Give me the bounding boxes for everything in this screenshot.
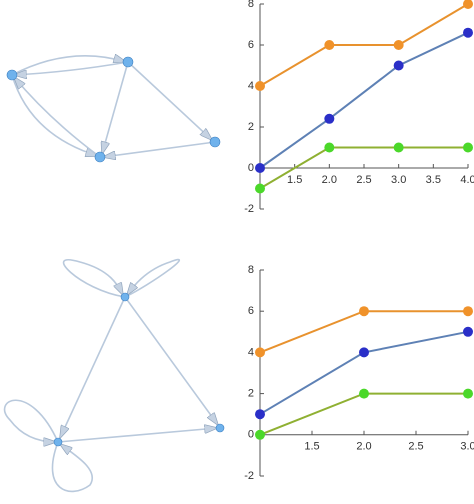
y-tick-label: -2 — [244, 203, 254, 215]
x-tick-label: 3.0 — [391, 174, 406, 186]
point — [359, 306, 369, 317]
x-tick-label: 1.5 — [287, 174, 302, 186]
x-tick-label: 1.5 — [304, 441, 319, 453]
x-tick-label: 2.0 — [322, 174, 337, 186]
point — [393, 142, 404, 153]
edge — [14, 61, 129, 75]
point — [393, 60, 404, 71]
point — [359, 388, 369, 399]
x-tick-label: 4.0 — [460, 174, 474, 186]
series-line — [259, 330, 469, 416]
x-tick-label: 2.0 — [356, 441, 371, 453]
graph-diagram-2 — [3, 258, 225, 493]
edge — [124, 296, 218, 425]
point — [255, 183, 265, 194]
point — [393, 40, 404, 50]
y-tick-label: 2 — [248, 121, 254, 133]
self-loop — [63, 259, 126, 298]
y-tick-label: 6 — [248, 305, 254, 317]
edge — [102, 61, 129, 154]
x-tick-label: 3.5 — [426, 174, 441, 186]
point — [463, 142, 473, 153]
point — [359, 347, 369, 358]
series-line — [259, 392, 468, 436]
node — [215, 423, 225, 433]
y-tick-label: 0 — [248, 429, 254, 441]
y-tick-label: -2 — [244, 470, 254, 482]
edge — [11, 74, 98, 156]
x-tick-label: 2.5 — [408, 441, 423, 453]
node — [94, 151, 106, 163]
point — [463, 388, 473, 399]
x-tick-label: 3.0 — [460, 441, 474, 453]
y-tick-label: 6 — [248, 39, 254, 51]
point — [463, 326, 473, 337]
self-loop — [124, 258, 180, 298]
node — [209, 136, 221, 148]
point — [324, 40, 335, 50]
point — [324, 113, 335, 124]
series-line — [259, 3, 469, 87]
edge — [103, 141, 216, 157]
y-tick-label: 0 — [248, 162, 254, 174]
point — [255, 409, 265, 420]
y-tick-label: 8 — [248, 264, 254, 276]
y-tick-label: 8 — [248, 0, 254, 10]
series-line — [259, 146, 468, 190]
node — [53, 437, 63, 447]
point — [463, 0, 473, 9]
point — [255, 347, 265, 358]
y-tick-label: 4 — [248, 80, 254, 92]
edge — [60, 296, 126, 438]
edge — [14, 77, 101, 158]
node — [120, 292, 130, 302]
node — [122, 56, 134, 68]
self-loop — [51, 441, 93, 493]
point — [463, 306, 473, 317]
x-tick-label: 2.5 — [356, 174, 371, 186]
series-line — [259, 31, 469, 169]
edge — [57, 428, 217, 443]
point — [255, 81, 265, 91]
edge — [127, 61, 212, 140]
edge — [11, 56, 126, 76]
y-tick-label: 2 — [248, 388, 254, 400]
point — [463, 27, 473, 38]
y-tick-label: 4 — [248, 346, 254, 358]
series-line — [259, 310, 468, 354]
node — [6, 69, 18, 81]
point — [255, 429, 265, 440]
graph-diagram-1 — [6, 56, 221, 163]
self-loop — [3, 399, 59, 442]
point — [324, 142, 335, 153]
point — [255, 163, 265, 173]
